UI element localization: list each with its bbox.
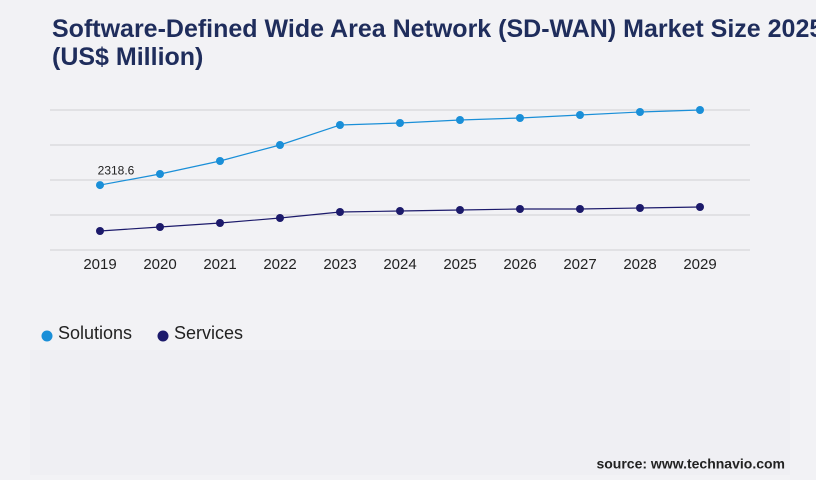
point — [396, 206, 404, 215]
source: source: www.technavio.com — [596, 456, 785, 472]
point — [336, 208, 344, 217]
point — [96, 181, 104, 190]
point — [336, 121, 344, 130]
x-tick-label: 2024 — [383, 256, 416, 273]
point — [516, 205, 524, 214]
x-tick-label: 2019 — [83, 256, 116, 273]
point — [636, 204, 644, 212]
x-tick-label: 2026 — [503, 256, 536, 273]
x-tick-label: 2028 — [623, 256, 656, 273]
legend-marker — [41, 330, 53, 342]
point — [96, 226, 104, 235]
point — [516, 114, 524, 123]
point — [636, 107, 644, 116]
point — [696, 106, 704, 114]
x-tick-label: 2023 — [323, 256, 356, 273]
point — [456, 115, 464, 124]
point — [276, 213, 284, 222]
point — [396, 118, 404, 127]
point — [156, 170, 164, 179]
point — [276, 141, 284, 149]
panel — [30, 350, 790, 475]
x-tick-label: 2022 — [263, 256, 296, 273]
x-tick-label: 2027 — [563, 256, 596, 273]
point — [576, 205, 584, 214]
point — [216, 156, 224, 165]
point — [456, 205, 464, 214]
chart-title: Software-Defined Wide Area Network (SD-W… — [52, 15, 816, 71]
x-tick-label: 2021 — [203, 256, 236, 273]
x-tick-label: 2029 — [683, 256, 716, 273]
x-tick-label: 2020 — [143, 256, 176, 273]
legend-marker — [157, 330, 169, 342]
point — [216, 219, 224, 228]
data-label: 2318.6 — [98, 163, 135, 177]
legend-label: Services — [174, 323, 243, 343]
legend-label: Solutions — [58, 323, 132, 343]
point — [156, 223, 164, 232]
point — [696, 202, 704, 211]
x-tick-label: 2025 — [443, 256, 476, 273]
point — [576, 111, 584, 120]
